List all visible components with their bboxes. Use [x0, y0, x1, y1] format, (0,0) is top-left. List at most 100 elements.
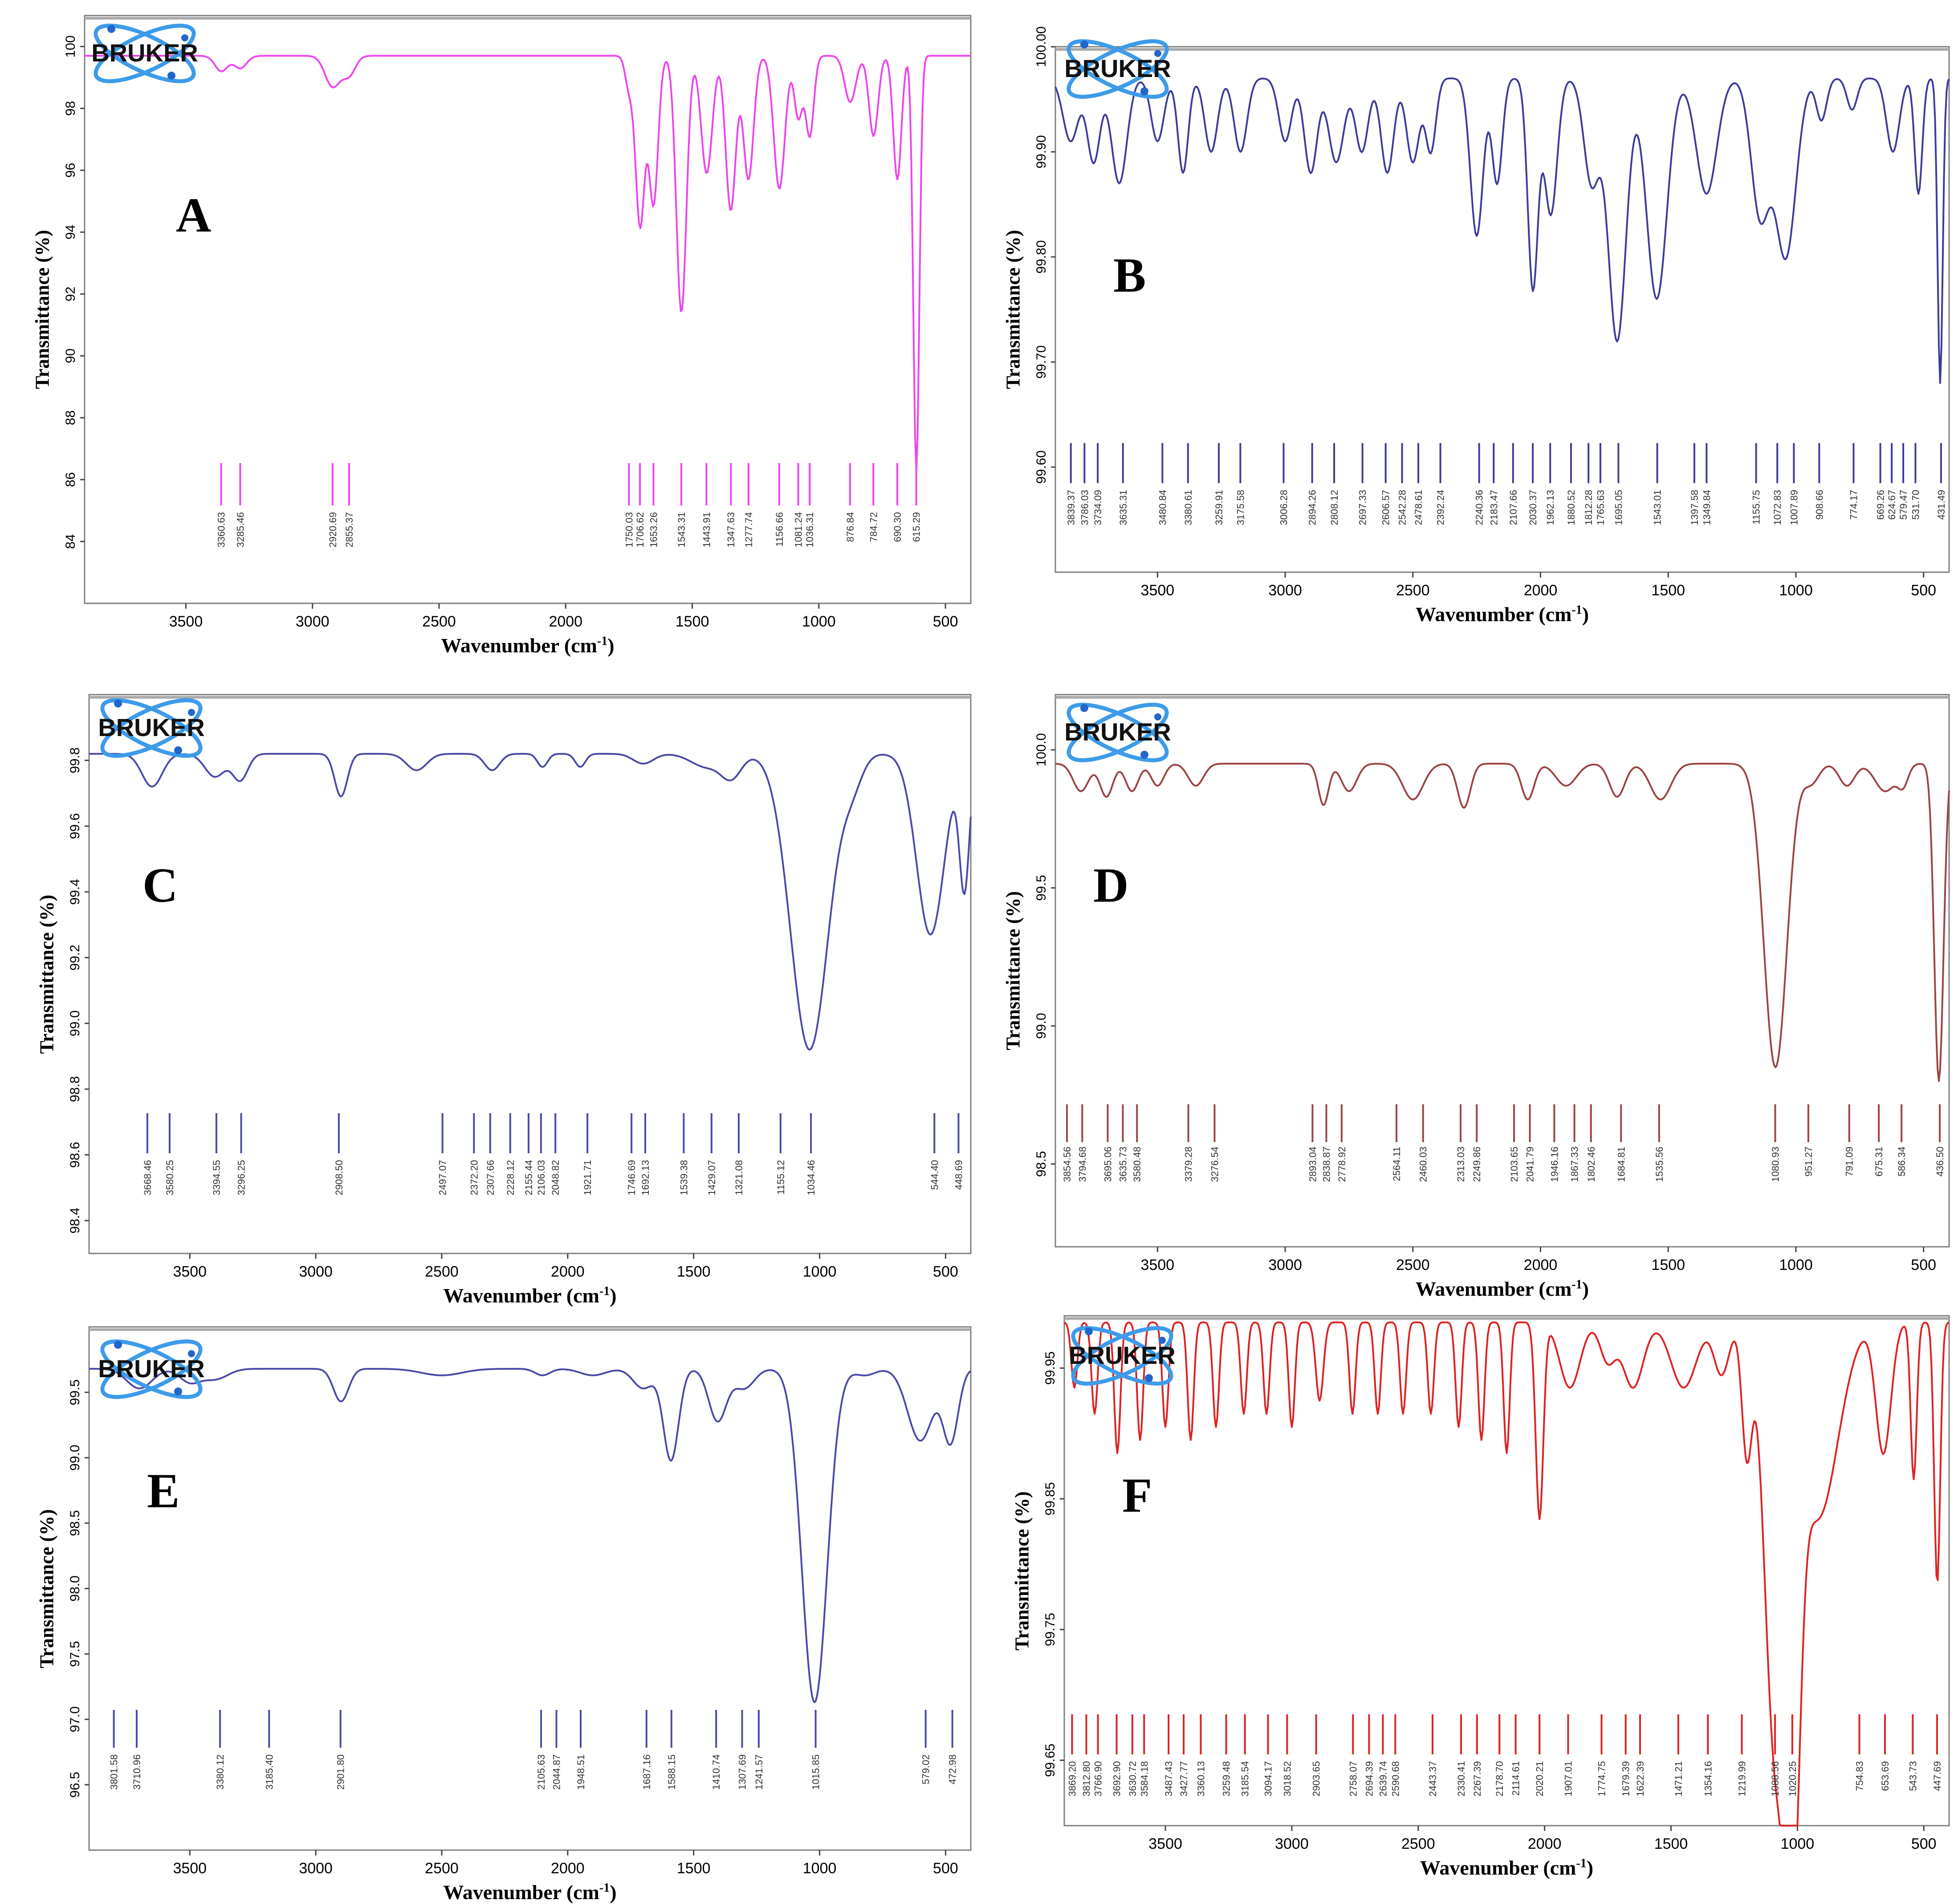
peak-label: 2478.61 — [1413, 490, 1424, 525]
y-tick-label: 97.5 — [68, 1641, 82, 1667]
panel-f: 3500 3000 2500 2000 1500 1000 500 99.65 99.75 99.… — [980, 1291, 1958, 1895]
peak-label: 754.83 — [1854, 1761, 1865, 1791]
peak-label: 3801.58 — [109, 1754, 120, 1790]
peak-label: 1880.52 — [1566, 490, 1577, 525]
peak-label: 1081.24 — [793, 512, 804, 548]
y-tick-label: 99.90 — [1034, 135, 1049, 168]
y-tick-label: 99.65 — [1043, 1744, 1058, 1777]
y-tick-label: 98.4 — [68, 1208, 82, 1233]
x-axis-label-exponent: -1 — [597, 634, 608, 648]
peak-label: 2106.03 — [536, 1160, 547, 1196]
y-tick-label: 99.80 — [1034, 240, 1049, 273]
peak-label: 1277.74 — [743, 512, 754, 548]
x-tick-label: 2500 — [422, 613, 456, 630]
peak-label: 3018.52 — [1282, 1761, 1293, 1797]
bruker-logo-icon: BRUKER — [98, 698, 205, 758]
peak-label: 1948.51 — [575, 1754, 586, 1790]
y-tick-label: 99.5 — [1034, 875, 1049, 901]
spectrum-line-b — [1054, 77, 1950, 384]
x-tick-label: 2500 — [1396, 582, 1430, 599]
x-tick-label: 3000 — [1268, 582, 1302, 599]
peak-label: 3379.28 — [1183, 1147, 1194, 1182]
peak-label: 1156.66 — [774, 512, 785, 547]
peak-label: 3427.77 — [1178, 1761, 1189, 1797]
peak-label: 2267.39 — [1472, 1761, 1483, 1797]
peak-label: 653.69 — [1880, 1761, 1891, 1791]
y-tick-label: 86 — [63, 472, 78, 487]
x-tick-label: 2000 — [551, 1263, 585, 1280]
peak-label: 1921.71 — [582, 1160, 593, 1196]
peak-label: 1867.33 — [1569, 1147, 1580, 1182]
peak-label: 3786.03 — [1079, 490, 1090, 525]
peak-label: 2908.50 — [334, 1160, 345, 1196]
y-axis-label: Transmittance (%) — [1002, 230, 1024, 389]
peak-label: 1765.63 — [1595, 490, 1606, 525]
peak-label: 1907.01 — [1563, 1761, 1574, 1797]
peak-label: 2048.82 — [550, 1160, 561, 1196]
peak-label: 543.73 — [1907, 1761, 1918, 1791]
peak-label: 3734.09 — [1092, 490, 1103, 525]
peak-label: 624.67 — [1886, 490, 1897, 520]
peak-label: 2460.03 — [1418, 1147, 1429, 1182]
peak-label: 3185.40 — [264, 1754, 275, 1790]
chart-svg-f: 3500 3000 2500 2000 1500 1000 500 99.65 99.75 99.… — [1043, 1315, 1950, 1852]
peak-label: 472.98 — [947, 1754, 958, 1784]
x-tick-label: 3000 — [1268, 1257, 1302, 1273]
x-tick-label: 1500 — [677, 1860, 711, 1877]
peak-label: 2542.28 — [1397, 490, 1408, 525]
x-tick-label: 3000 — [1275, 1835, 1309, 1852]
peak-label: 1034.46 — [806, 1160, 817, 1196]
peak-label: 3259.48 — [1221, 1761, 1232, 1797]
x-axis-label-close: ) — [610, 1881, 617, 1904]
peak-label: 1036.31 — [804, 512, 815, 548]
peak-label: 2808.12 — [1329, 490, 1340, 525]
peak-label: 3380.12 — [215, 1754, 226, 1790]
x-axis-label-text: Wavenumber (cm — [443, 1881, 599, 1904]
peak-label: 3812.80 — [1081, 1761, 1092, 1797]
x-tick-label: 500 — [1911, 1835, 1937, 1852]
peak-label: 1397.58 — [1689, 490, 1700, 525]
y-tick-label: 99.0 — [68, 1445, 82, 1471]
bruker-logo-text: BRUKER — [98, 713, 205, 741]
y-tick-label: 96 — [63, 163, 78, 178]
x-axis-label: Wavenumber (cm-1) — [1416, 602, 1589, 626]
x-tick-label: 2000 — [1524, 582, 1558, 599]
peak-label: 1321.08 — [733, 1160, 745, 1196]
peak-label: 1543.31 — [676, 512, 687, 548]
peak-label: 3175.58 — [1235, 490, 1246, 525]
panel-b: 3500 3000 2500 2000 1500 1000 500 99.60 99.70 99.… — [980, 0, 1958, 632]
x-axis-label-text: Wavenumber (cm — [1420, 1856, 1576, 1879]
peak-label: 3380.61 — [1183, 490, 1194, 525]
peak-label: 1962.13 — [1545, 490, 1556, 525]
peak-label: 690.30 — [892, 512, 903, 542]
x-tick-label: 2000 — [551, 1860, 585, 1877]
x-tick-label: 3000 — [296, 613, 330, 630]
peak-label: 774.17 — [1848, 490, 1859, 520]
peak-label: 3285.46 — [235, 512, 246, 548]
x-tick-label: 3000 — [299, 1263, 333, 1280]
peak-label: 1946.16 — [1549, 1147, 1560, 1182]
peak-label: 1695.05 — [1613, 490, 1624, 525]
peak-label: 3635.31 — [1118, 490, 1129, 525]
peak-label: 1622.39 — [1635, 1761, 1646, 1797]
peak-label: 1015.85 — [810, 1754, 822, 1790]
y-tick-label: 100.00 — [1034, 26, 1049, 67]
peak-label: 2313.03 — [1455, 1147, 1466, 1182]
peak-label: 2443.37 — [1427, 1761, 1438, 1797]
peak-label: 3360.13 — [1195, 1761, 1206, 1797]
peak-label: 1072.83 — [1772, 490, 1783, 525]
peak-label: 2590.68 — [1390, 1761, 1401, 1797]
peak-label: 1241.57 — [753, 1754, 765, 1790]
x-tick-label: 500 — [933, 1860, 958, 1877]
panel-letter: D — [1093, 858, 1129, 912]
peak-label: 675.31 — [1873, 1147, 1885, 1176]
y-axis-label: Transmittance (%) — [36, 1509, 58, 1668]
chart-svg-c: 3500 3000 2500 2000 1500 1000 500 98.4 98.6 98.8 9… — [68, 694, 972, 1280]
peak-label: 544.40 — [929, 1160, 940, 1190]
peak-label: 2694.39 — [1364, 1761, 1375, 1797]
y-tick-label: 98.5 — [1034, 1151, 1049, 1177]
peak-label: 2697.33 — [1357, 490, 1368, 525]
peak-label: 1746.69 — [626, 1160, 637, 1196]
panel-letter: F — [1122, 1468, 1152, 1522]
